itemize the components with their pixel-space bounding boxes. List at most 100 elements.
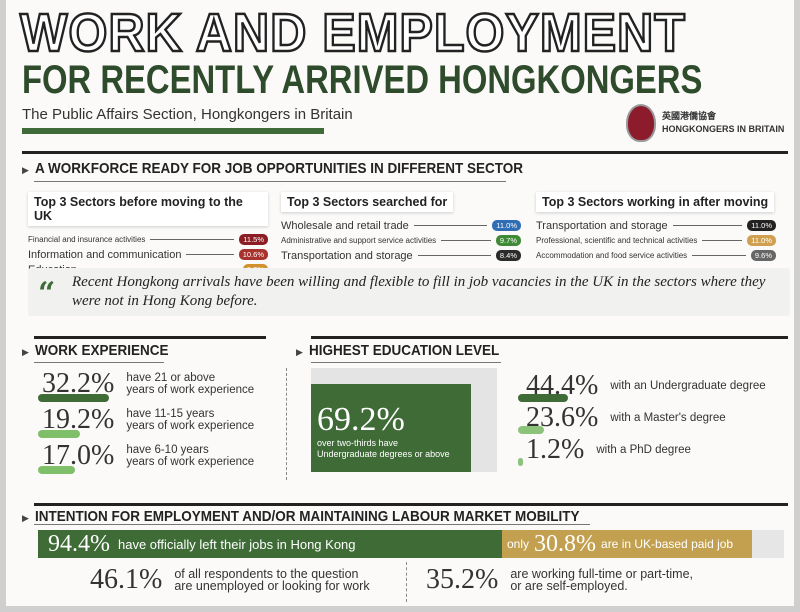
left-label: have officially left their jobs in Hong … (118, 536, 356, 552)
mobility-bar: 94.4% have officially left their jobs in … (38, 530, 784, 558)
heading-underline (34, 362, 164, 363)
column-heading: Top 3 Sectors working in after moving (536, 192, 775, 212)
arrow-icon: ▶ (22, 513, 29, 523)
education-bar (518, 458, 523, 466)
leader-line (672, 225, 743, 226)
work-exp-heading: ▶ WORK EXPERIENCE (22, 342, 169, 359)
sector-row: Transportation and storage 11.0% (536, 218, 776, 233)
title: WORK AND EMPLOYMENT (19, 2, 686, 65)
experience-line: have 11-15 years (126, 408, 215, 420)
sector-label: Professional, scientific and technical a… (536, 236, 698, 245)
stat-line: are working full-time or part-time, (510, 567, 694, 581)
arrow-icon: ▶ (22, 347, 29, 357)
leader-line (150, 239, 235, 240)
sector-value-badge: 11.0% (747, 220, 776, 231)
right-label: are in UK-based paid job (601, 537, 734, 551)
subtitle: FOR RECENTLY ARRIVED HONGKONGERS (22, 58, 703, 102)
logo-en: HONGKONGERS IN BRITAIN (662, 124, 785, 134)
sector-value-badge: 9.6% (750, 250, 776, 261)
experience-stat: 17.0% have 6-10 years years of work experi… (42, 440, 254, 472)
experience-line: years of work experience (126, 420, 255, 432)
education-bar (518, 394, 568, 402)
experience-line: have 21 or above (126, 372, 216, 384)
education-value: 44.4% (526, 370, 599, 401)
column-heading: Top 3 Sectors searched for (281, 192, 454, 212)
dotted-divider (286, 368, 287, 480)
sector-label: Administrative and support service activ… (281, 236, 437, 245)
sector-row: Accommodation and food service activitie… (536, 248, 776, 263)
education-stat: 44.4% with an Undergraduate degree (526, 370, 766, 402)
column-heading: Top 3 Sectors before moving to the UK (28, 192, 268, 226)
leader-line (417, 255, 491, 256)
leader-line (441, 240, 491, 241)
edu-heading: ▶ HIGHEST EDUCATION LEVEL (296, 342, 500, 359)
heading-underline (311, 362, 501, 363)
heading-underline (34, 181, 506, 182)
sector-value-badge: 8.4% (495, 250, 521, 261)
title-underline (22, 128, 324, 134)
stat-line: of all respondents to the question (174, 567, 359, 581)
experience-line: have 6-10 years (126, 444, 209, 456)
sector-row: Financial and insurance activities 11.5% (28, 232, 268, 247)
infographic: WORK AND EMPLOYMENT FOR RECENTLY ARRIVED… (6, 0, 794, 606)
leader-line (692, 255, 746, 256)
sector-label: Information and communication (28, 248, 182, 261)
stat-line: are unemployed or looking for work (174, 579, 370, 593)
quote-icon: “ (38, 276, 56, 311)
experience-line: years of work experience (126, 384, 255, 396)
divider (34, 503, 788, 506)
edu-headline-desc: over two-thirds have Undergraduate degre… (317, 438, 450, 459)
sector-value-badge: 11.5% (239, 234, 268, 245)
heading-underline (34, 524, 590, 525)
experience-bar (38, 394, 109, 402)
sector-row: Wholesale and retail trade 11.0% (281, 218, 521, 233)
education-stat: 1.2% with a PhD degree (526, 434, 691, 466)
stat-line: or are self-employed. (510, 579, 628, 593)
experience-bar (38, 466, 76, 474)
byline: The Public Affairs Section, Hongkongers … (22, 106, 353, 123)
right-value: 30.8% (534, 530, 597, 557)
sector-label: Accommodation and food service activitie… (536, 251, 688, 260)
left-value: 94.4% (48, 530, 110, 557)
sector-row: Administrative and support service activ… (281, 233, 521, 248)
experience-value: 19.2% (42, 404, 115, 435)
divider (311, 336, 788, 339)
sector-column: Top 3 Sectors before moving to the UK Fin… (28, 192, 268, 277)
uk-paid-segment: only 30.8% are in UK-based paid job (502, 530, 752, 558)
sector-label: Transportation and storage (536, 219, 668, 232)
quote-text: Recent Hongkong arrivals have been willi… (72, 274, 766, 309)
sector-row: Information and communication 10.6% (28, 247, 268, 262)
edu-headline-box: 69.2% over two-thirds have Undergraduate … (311, 384, 471, 472)
logo-zh: 英國港僑協會 (662, 111, 717, 121)
right-prefix: only (507, 537, 530, 551)
arrow-icon: ▶ (296, 347, 303, 357)
sector-row: Professional, scientific and technical a… (536, 233, 776, 248)
bar-remainder (752, 530, 784, 558)
mobility-heading: ▶ INTENTION FOR EMPLOYMENT AND/OR MAINTAI… (22, 508, 580, 525)
experience-stat: 19.2% have 11-15 years years of work exper… (42, 404, 254, 436)
education-bar (518, 426, 545, 434)
quote-box: “ Recent Hongkong arrivals have been will… (28, 268, 790, 316)
experience-line: years of work experience (126, 456, 255, 468)
education-label: with an Undergraduate degree (610, 380, 766, 392)
education-value: 1.2% (526, 434, 585, 465)
education-label: with a Master's degree (610, 412, 726, 424)
arrow-icon: ▶ (22, 165, 29, 175)
logo: 英國港僑協會 HONGKONGERS IN BRITAIN (626, 104, 784, 142)
stat-unemployed: 46.1% of all respondents to the question a… (90, 564, 370, 596)
sector-value-badge: 10.6% (238, 249, 268, 260)
sector-label: Wholesale and retail trade (281, 219, 409, 232)
leader-line (413, 225, 488, 226)
divider (34, 336, 266, 339)
education-label: with a PhD degree (596, 444, 691, 456)
stat-value: 46.1% (90, 564, 163, 595)
sector-label: Financial and insurance activities (28, 235, 146, 244)
crest-icon (626, 104, 656, 142)
sector-row: Transportation and storage 8.4% (281, 248, 521, 263)
leader-line (702, 240, 743, 241)
stat-value: 35.2% (426, 564, 499, 595)
experience-stat: 32.2% have 21 or above years of work exper… (42, 368, 254, 400)
sector-column: Top 3 Sectors working in after moving Tra… (536, 192, 776, 263)
leader-line (186, 254, 234, 255)
sector-column: Top 3 Sectors searched for Wholesale and … (281, 192, 521, 263)
